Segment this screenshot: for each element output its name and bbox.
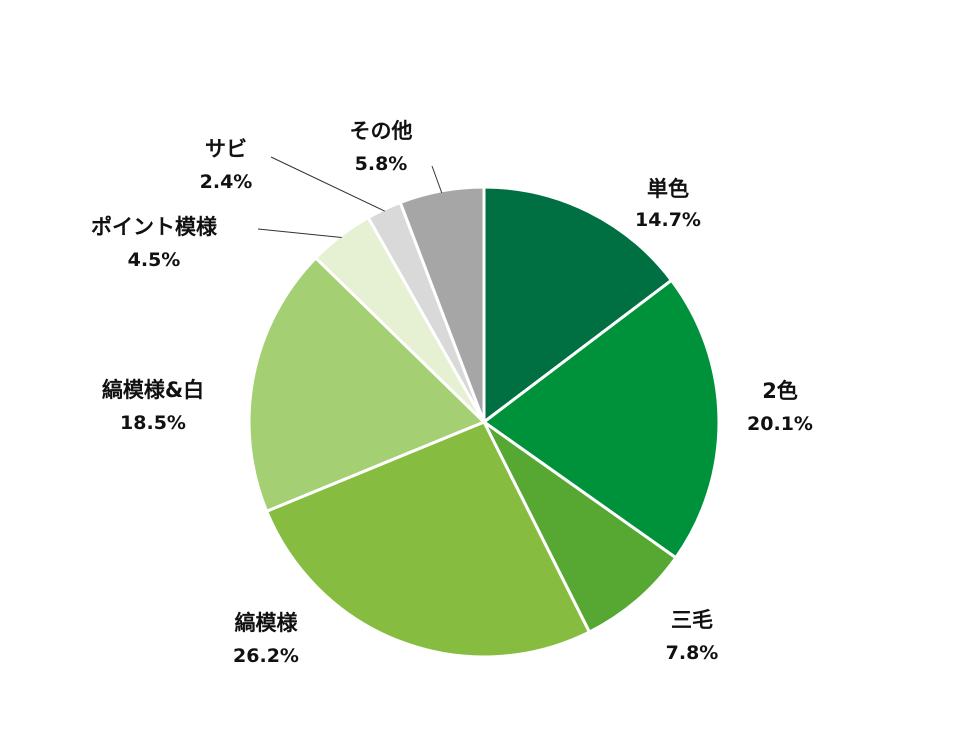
slice-percentage: 14.7% [635, 209, 701, 231]
slice-percentage: 7.8% [666, 642, 719, 664]
leader-lines [257, 156, 443, 238]
slice-label-point-moyou: ポイント模様 4.5% [91, 215, 218, 271]
slice-name: 縞模様&白 [102, 378, 204, 402]
slice-percentage: 4.5% [128, 249, 181, 271]
pie-slice-nishoku [482, 278, 721, 560]
leader-line-sonota [431, 165, 443, 194]
slice-label-sabi: サビ 2.4% [200, 137, 253, 193]
pie-slice-shimamoyou-shiro [247, 256, 486, 513]
slice-label-shimamoyou: 縞模様 26.2% [233, 611, 299, 667]
slice-name: 縞模様 [235, 611, 299, 635]
slice-name: 単色 [647, 177, 689, 201]
slice-percentage: 18.5% [120, 412, 186, 434]
slice-percentage: 20.1% [747, 413, 813, 435]
slice-name: 三毛 [671, 608, 713, 632]
slice-name: 2色 [762, 379, 798, 403]
pie-slice-tanshoku [482, 185, 673, 424]
slice-label-shimamoyou-shiro: 縞模様&白 18.5% [102, 378, 204, 434]
pie-slice-mike [482, 420, 678, 634]
leader-line-point-moyou [257, 228, 342, 238]
slice-name: サビ [205, 137, 247, 161]
pie-slices [247, 185, 721, 659]
pie-slice-shimamoyou [265, 420, 591, 659]
slice-percentage: 2.4% [200, 171, 253, 193]
slice-label-nishoku: 2色 20.1% [747, 379, 813, 435]
slice-label-mike: 三毛 7.8% [666, 608, 719, 664]
slice-percentage: 5.8% [355, 153, 408, 175]
slice-percentage: 26.2% [233, 645, 299, 667]
slice-label-sonota: その他 5.8% [350, 119, 413, 175]
slice-label-tanshoku: 単色 14.7% [635, 177, 701, 231]
slice-name: その他 [350, 119, 413, 143]
leader-line-sabi [270, 156, 386, 212]
slice-name: ポイント模様 [91, 215, 218, 239]
